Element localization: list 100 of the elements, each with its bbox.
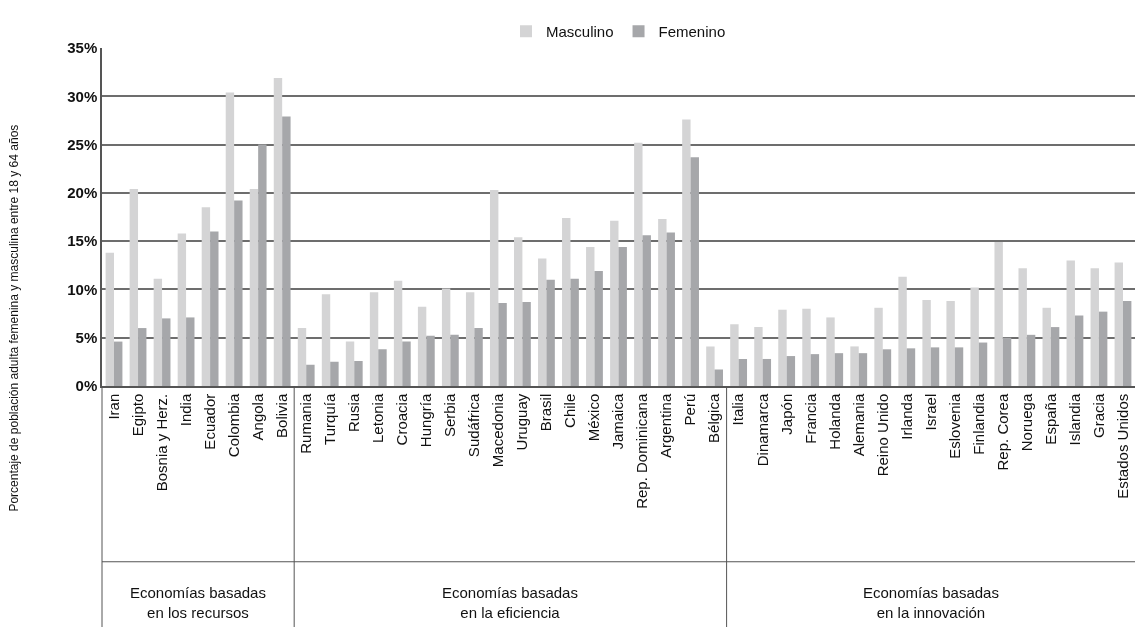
bar xyxy=(186,317,195,386)
bar xyxy=(426,335,435,386)
bar xyxy=(417,306,427,386)
legend-label: Masculino xyxy=(546,23,614,41)
bar xyxy=(402,341,411,386)
bar xyxy=(778,309,787,386)
bar xyxy=(634,142,643,386)
y-tick-label: 35% xyxy=(67,39,98,57)
x-tick-label: Bolivia xyxy=(273,393,291,438)
x-tick-label: Holanda xyxy=(825,393,843,450)
x-tick-label: Turquía xyxy=(321,393,339,445)
bar xyxy=(282,116,291,386)
bar xyxy=(114,341,123,386)
x-tick-label: Bosnia y Herz. xyxy=(152,393,170,492)
x-tick-label: Rep. Corea xyxy=(993,393,1011,471)
bar xyxy=(642,235,651,386)
bar xyxy=(450,334,459,386)
bar xyxy=(378,349,387,386)
x-tick-label: Hungría xyxy=(417,393,435,448)
bar xyxy=(474,328,483,386)
bar xyxy=(273,77,283,386)
x-tick-label: Colombia xyxy=(225,393,243,458)
x-tick-label: Irlanda xyxy=(897,393,915,440)
bar xyxy=(1114,262,1123,386)
bar xyxy=(618,246,627,386)
bar xyxy=(946,301,955,386)
bar xyxy=(562,217,571,386)
x-tick-label: Letonia xyxy=(369,393,387,443)
bar xyxy=(210,231,219,386)
bar xyxy=(570,278,579,386)
bar xyxy=(306,364,315,386)
x-tick-label: Rumania xyxy=(297,393,315,454)
bar xyxy=(1074,315,1084,386)
bar xyxy=(1066,260,1075,386)
bar xyxy=(826,317,835,386)
x-tick-label: Italia xyxy=(729,393,747,426)
bar xyxy=(658,218,667,386)
bar xyxy=(297,328,307,386)
bar xyxy=(786,356,796,386)
bar xyxy=(138,328,147,386)
bar xyxy=(321,294,331,386)
bar xyxy=(1098,311,1108,386)
x-tick-label: Chile xyxy=(561,393,579,428)
x-axis-title: Economías basadas en la eficiencia xyxy=(442,584,578,621)
legend-label: Femenino xyxy=(658,23,726,41)
bar xyxy=(586,246,595,386)
x-tick-label: Japón xyxy=(777,393,795,435)
x-tick-label: Israel xyxy=(921,393,939,431)
bar xyxy=(682,119,691,386)
bar xyxy=(225,92,235,386)
bar xyxy=(834,353,844,386)
bar xyxy=(1002,337,1012,386)
bar xyxy=(714,369,724,386)
y-tick-label: 0% xyxy=(75,377,98,395)
bar xyxy=(1018,268,1027,386)
bar xyxy=(882,349,892,386)
x-tick-label: Finlandia xyxy=(969,393,987,455)
bar xyxy=(177,233,187,386)
x-tick-label: Brasil xyxy=(537,393,555,432)
x-tick-label: Rusia xyxy=(345,393,363,433)
bar xyxy=(258,144,267,386)
bar xyxy=(345,341,355,386)
x-tick-label: España xyxy=(1041,393,1059,445)
bar xyxy=(898,276,907,386)
bar xyxy=(610,220,619,386)
bar xyxy=(754,327,763,386)
y-axis-title: Porcentaje de población adulta femenina y masculina entre 18 y 64 años xyxy=(6,124,21,512)
bar xyxy=(874,307,883,386)
x-tick-label: Eslovenia xyxy=(945,393,963,459)
x-tick-label: Alemania xyxy=(849,393,867,457)
bar xyxy=(954,347,964,386)
bar xyxy=(906,348,916,386)
bar xyxy=(922,300,931,386)
y-tick-label: 5% xyxy=(75,328,98,346)
x-tick-label: Ecuador xyxy=(200,393,218,450)
bar xyxy=(850,346,859,386)
bar xyxy=(762,358,772,386)
x-tick-label: Jamaica xyxy=(609,393,627,450)
bar xyxy=(234,200,243,386)
x-tick-label: Dinamarca xyxy=(753,393,771,467)
x-tick-label: Sudáfrica xyxy=(465,393,483,458)
bar xyxy=(330,361,339,386)
y-tick-label: 10% xyxy=(67,280,98,298)
bar xyxy=(738,358,748,386)
x-tick-label: Egipto xyxy=(128,393,146,437)
bar xyxy=(970,287,979,386)
bar xyxy=(393,280,403,386)
x-tick-label: Croacia xyxy=(393,393,411,446)
bar xyxy=(369,292,379,386)
bar xyxy=(730,324,739,386)
bar xyxy=(105,252,115,386)
bar xyxy=(546,279,555,386)
x-tick-label: Rep. Dominicana xyxy=(633,393,651,509)
bar xyxy=(858,353,868,386)
y-tick-label: 15% xyxy=(67,232,98,250)
x-tick-label: Islandia xyxy=(1065,393,1083,446)
x-tick-label: Perú xyxy=(681,393,699,426)
bar xyxy=(489,189,499,386)
bar xyxy=(1042,307,1051,386)
bar xyxy=(538,258,547,386)
